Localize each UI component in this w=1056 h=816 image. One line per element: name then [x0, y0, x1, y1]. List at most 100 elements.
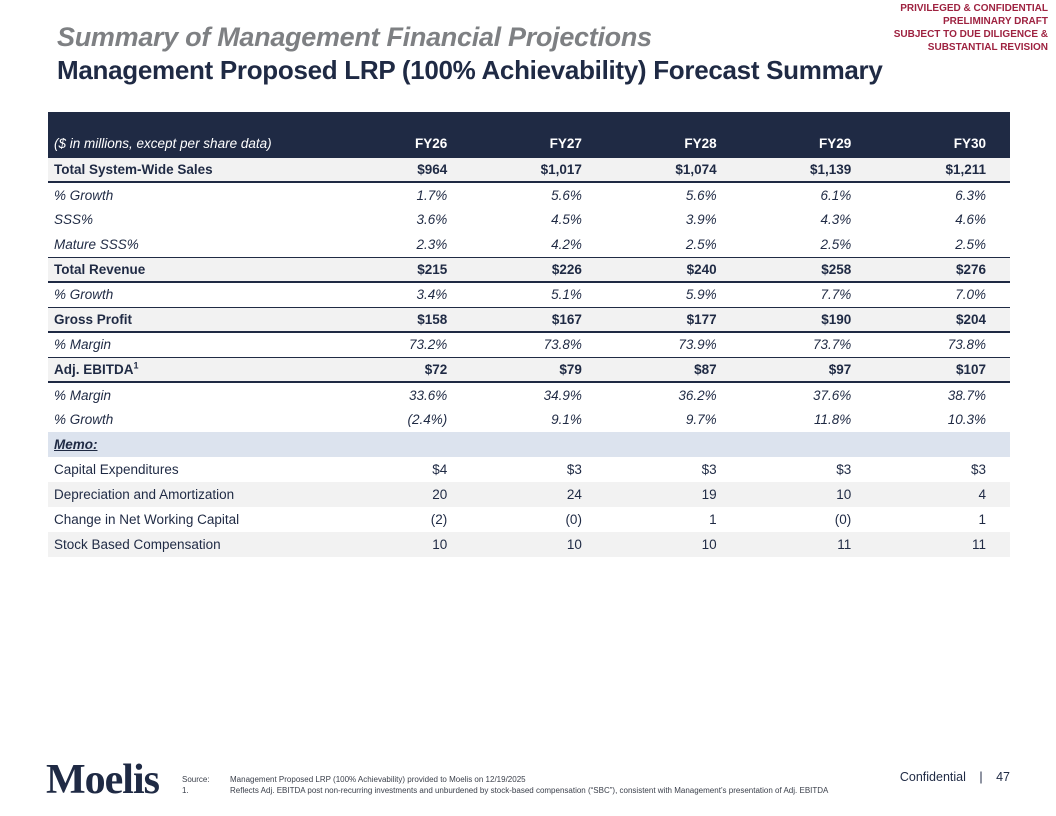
table-row: % Growth 1.7% 5.6% 5.6% 6.1% 6.3%: [48, 182, 1010, 207]
row-value: 7.7%: [740, 282, 876, 307]
table-row: Total Revenue $215 $226 $240 $258 $276: [48, 256, 1010, 283]
row-label: Depreciation and Amortization: [48, 482, 337, 507]
row-value: 73.7%: [740, 332, 876, 357]
row-value: 73.9%: [605, 332, 741, 357]
row-label: % Margin: [48, 382, 337, 407]
row-label: % Growth: [48, 282, 337, 307]
row-value: 4: [875, 482, 1010, 507]
row-value: 11: [740, 532, 876, 557]
column-header-fy29: FY29: [740, 112, 876, 157]
row-label: Gross Profit: [48, 306, 337, 333]
row-value: 9.1%: [471, 407, 606, 432]
classification-banner: PRIVILEGED & CONFIDENTIAL PRELIMINARY DRA…: [894, 3, 1048, 55]
row-value: (2.4%): [336, 407, 472, 432]
row-value: 73.8%: [875, 332, 1010, 357]
table-row: Total System-Wide Sales $964 $1,017 $1,074 $…: [48, 156, 1010, 183]
footnote-number: 1.: [182, 785, 189, 795]
row-value: 5.1%: [471, 282, 606, 307]
moelis-logo: Moelis: [46, 757, 160, 803]
column-header-fy28: FY28: [605, 112, 741, 157]
row-value: [471, 432, 606, 457]
row-value: 5.9%: [605, 282, 741, 307]
row-value: $72: [336, 356, 472, 383]
row-value: 2.5%: [605, 232, 741, 257]
row-value: 1.7%: [336, 182, 472, 207]
row-label: Mature SSS%: [48, 232, 337, 257]
row-value: 7.0%: [875, 282, 1010, 307]
row-value: $1,074: [605, 156, 741, 183]
row-value: 5.6%: [605, 182, 741, 207]
row-value: $1,017: [471, 156, 606, 183]
row-value: 37.6%: [740, 382, 876, 407]
financial-projections-table: ($ in millions, except per share data) F…: [48, 112, 1010, 557]
row-label: Total System-Wide Sales: [48, 156, 337, 183]
row-value: 4.6%: [875, 207, 1010, 232]
row-value: $107: [875, 356, 1010, 383]
table-header: ($ in millions, except per share data) F…: [48, 112, 1010, 157]
row-value: [605, 432, 741, 457]
row-label: Memo:: [48, 432, 337, 457]
row-value: 10: [471, 532, 606, 557]
row-value: [740, 432, 876, 457]
row-value: $190: [740, 306, 876, 333]
row-value: 6.1%: [740, 182, 876, 207]
row-value: 6.3%: [875, 182, 1010, 207]
row-value: 33.6%: [336, 382, 472, 407]
row-value: 10: [740, 482, 876, 507]
row-value: 1: [605, 507, 741, 532]
row-value: 24: [471, 482, 606, 507]
row-value: 9.7%: [605, 407, 741, 432]
row-value: $87: [605, 356, 741, 383]
footnote-text: Reflects Adj. EBITDA post non-recurring …: [230, 785, 829, 795]
row-value: [875, 432, 1010, 457]
row-value: 5.6%: [471, 182, 606, 207]
row-value: 10.3%: [875, 407, 1010, 432]
table-row: Capital Expenditures $4 $3 $3 $3 $3: [48, 457, 1010, 482]
row-value: $3: [875, 457, 1010, 482]
confidential-label: Confidential: [899, 770, 966, 784]
row-label: Adj. EBITDA1: [48, 356, 337, 383]
source-line: Source: Management Proposed LRP (100% Ac…: [182, 775, 828, 786]
table-row: Gross Profit $158 $167 $177 $190 $204: [48, 306, 1010, 333]
row-label: % Growth: [48, 182, 337, 207]
row-value: 10: [605, 532, 741, 557]
row-value: 4.2%: [471, 232, 606, 257]
source-text: Management Proposed LRP (100% Achievabil…: [230, 775, 526, 784]
classification-banner-line: PRIVILEGED & CONFIDENTIAL: [900, 3, 1048, 14]
row-value: $97: [740, 356, 876, 383]
table-row: Depreciation and Amortization 20 24 19 10 4: [48, 482, 1010, 507]
table-row: % Margin 33.6% 34.9% 36.2% 37.6% 38.7%: [48, 382, 1010, 407]
footnote-line: 1. Reflects Adj. EBITDA post non-recurri…: [182, 786, 828, 797]
table-row: SSS% 3.6% 4.5% 3.9% 4.3% 4.6%: [48, 207, 1010, 232]
row-value: (0): [740, 507, 876, 532]
row-label: Total Revenue: [48, 256, 337, 283]
row-value: (2): [336, 507, 472, 532]
row-value: 4.5%: [471, 207, 606, 232]
row-value: $3: [471, 457, 606, 482]
row-value: 2.3%: [336, 232, 472, 257]
row-value: (0): [471, 507, 606, 532]
page-ref-separator: |: [979, 770, 983, 784]
column-header-fy26: FY26: [336, 112, 472, 157]
table-row: Stock Based Compensation 10 10 10 11 11: [48, 532, 1010, 557]
row-value: $3: [740, 457, 876, 482]
table-row: % Margin 73.2% 73.8% 73.9% 73.7% 73.8%: [48, 332, 1010, 357]
row-value: 38.7%: [875, 382, 1010, 407]
row-value: $276: [875, 256, 1010, 283]
row-value: 2.5%: [740, 232, 876, 257]
row-value: 36.2%: [605, 382, 741, 407]
row-value: 4.3%: [740, 207, 876, 232]
row-value: 73.8%: [471, 332, 606, 357]
page-reference: Confidential | 47: [900, 770, 1010, 784]
column-header-fy30: FY30: [875, 112, 1010, 157]
units-label: ($ in millions, except per share data): [48, 112, 337, 157]
source-label: Source:: [182, 775, 210, 784]
row-value: 73.2%: [336, 332, 472, 357]
row-label: % Growth: [48, 407, 337, 432]
row-value: $226: [471, 256, 606, 283]
row-value: 20: [336, 482, 472, 507]
table-row: Adj. EBITDA1 $72 $79 $87 $97 $107: [48, 356, 1010, 383]
row-value: $158: [336, 306, 472, 333]
row-value: $964: [336, 156, 472, 183]
table-header-row: ($ in millions, except per share data) F…: [48, 112, 1010, 157]
